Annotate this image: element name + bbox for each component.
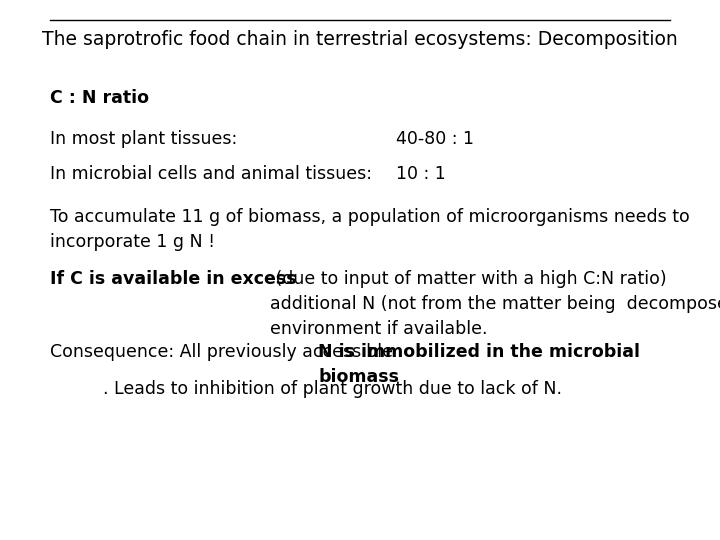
Text: In most plant tissues:: In most plant tissues: (50, 130, 238, 147)
Text: If C is available in excess: If C is available in excess (50, 270, 297, 288)
Text: To accumulate 11 g of biomass, a population of microorganisms needs to
incorpora: To accumulate 11 g of biomass, a populat… (50, 208, 690, 251)
Text: (due to input of matter with a high C:N ratio)
additional N (not from the matter: (due to input of matter with a high C:N … (270, 270, 720, 338)
Text: C : N ratio: C : N ratio (50, 89, 150, 107)
Text: 10 : 1: 10 : 1 (396, 165, 446, 183)
Text: 40-80 : 1: 40-80 : 1 (396, 130, 474, 147)
Text: In microbial cells and animal tissues:: In microbial cells and animal tissues: (50, 165, 372, 183)
Text: N is immobilized in the microbial
biomass: N is immobilized in the microbial biomas… (318, 343, 640, 386)
Text: The saprotrofic food chain in terrestrial ecosystems: Decomposition: The saprotrofic food chain in terrestria… (42, 30, 678, 49)
Text: Consequence: All previously accessible: Consequence: All previously accessible (50, 343, 399, 361)
Text: . Leads to inhibition of plant growth due to lack of N.: . Leads to inhibition of plant growth du… (103, 380, 562, 397)
